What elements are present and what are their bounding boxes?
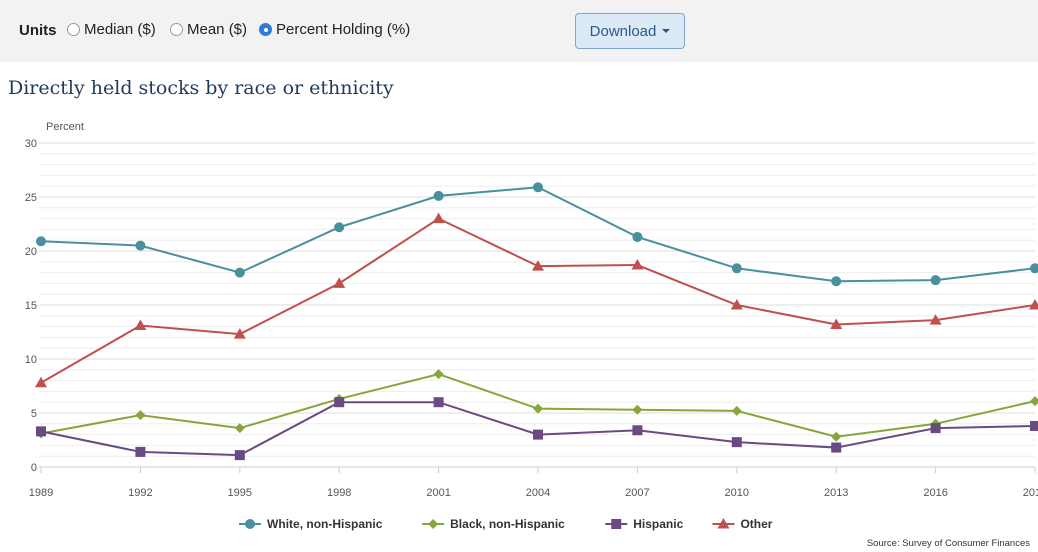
data-point-hispanic <box>930 423 941 434</box>
x-tick-label: 2004 <box>526 487 550 499</box>
legend-label-hispanic: Hispanic <box>633 517 683 531</box>
data-point-hispanic <box>632 425 643 436</box>
data-point-white-non-hispanic <box>632 231 643 242</box>
y-tick-label: 20 <box>25 246 37 258</box>
data-point-black-non-hispanic <box>831 431 842 442</box>
y-tick-label: 25 <box>25 192 37 204</box>
x-tick-label: 2019 <box>1023 487 1038 499</box>
caret-down-icon <box>662 29 671 33</box>
data-point-black-non-hispanic <box>1030 396 1038 407</box>
radio-label-percent-holding: Percent Holding (%) <box>276 21 411 38</box>
data-point-other <box>532 260 544 271</box>
data-point-black-non-hispanic <box>234 423 245 434</box>
series-line-other <box>40 217 1036 384</box>
y-tick-label: 30 <box>25 138 37 150</box>
units-radio-median[interactable]: Median ($) <box>67 21 156 38</box>
legend-marker-black-non-hispanic <box>428 519 439 529</box>
y-tick-label: 10 <box>25 354 37 366</box>
x-tick-label: 2010 <box>725 487 749 499</box>
x-tick-label: 2013 <box>824 487 848 499</box>
download-button[interactable]: Download <box>575 13 685 49</box>
data-point-other <box>730 299 743 310</box>
data-point-black-non-hispanic <box>135 410 146 421</box>
data-point-black-non-hispanic <box>731 405 742 416</box>
radio-label-mean: Mean ($) <box>187 21 248 38</box>
legend-marker-hispanic <box>611 519 622 529</box>
data-point-black-non-hispanic <box>533 403 543 414</box>
data-point-black-non-hispanic <box>433 369 444 380</box>
units-radio-mean[interactable]: Mean ($) <box>170 21 247 38</box>
legend-marker-other <box>717 518 730 529</box>
data-point-other <box>35 376 47 388</box>
data-point-black-non-hispanic <box>632 404 643 415</box>
legend-label-white-non-hispanic: White, non-Hispanic <box>267 517 383 531</box>
data-point-hispanic <box>533 429 543 440</box>
data-point-white-non-hispanic <box>334 222 345 233</box>
data-point-other <box>1029 299 1038 310</box>
radio-label-median: Median ($) <box>84 21 156 38</box>
y-tick-label: 0 <box>31 462 37 474</box>
data-point-other <box>929 314 942 325</box>
x-tick-label: 2001 <box>426 487 450 499</box>
data-point-other <box>233 328 246 339</box>
units-label: Units <box>19 22 57 39</box>
x-tick-label: 1992 <box>128 487 152 499</box>
data-point-white-non-hispanic <box>135 240 146 251</box>
data-point-white-non-hispanic <box>433 190 444 201</box>
data-point-hispanic <box>433 397 444 408</box>
y-tick-label: 15 <box>25 300 37 312</box>
download-button-label: Download <box>589 22 657 40</box>
data-point-other <box>134 319 147 331</box>
data-point-white-non-hispanic <box>731 263 742 274</box>
source-note: Source: Survey of Consumer Finances <box>866 538 1030 549</box>
units-radio-percent-holding[interactable]: Percent Holding (%) <box>259 21 410 38</box>
data-point-other <box>432 212 445 224</box>
data-point-hispanic <box>135 446 146 457</box>
x-tick-label: 2007 <box>625 487 649 499</box>
data-point-other <box>333 277 346 288</box>
x-tick-label: 1998 <box>327 487 351 499</box>
x-tick-label: 2016 <box>923 487 947 499</box>
data-point-hispanic <box>36 426 46 437</box>
data-point-white-non-hispanic <box>831 276 842 287</box>
data-point-other <box>631 259 644 270</box>
radio-icon[interactable] <box>170 23 183 36</box>
data-point-hispanic <box>831 442 842 453</box>
y-axis-label: Percent <box>46 121 84 133</box>
data-point-hispanic <box>234 450 245 461</box>
data-point-hispanic <box>731 437 742 448</box>
data-point-hispanic <box>1030 420 1038 431</box>
data-point-white-non-hispanic <box>36 236 46 247</box>
data-point-white-non-hispanic <box>234 267 245 278</box>
data-point-hispanic <box>334 397 345 408</box>
data-point-white-non-hispanic <box>533 182 543 193</box>
units-toolbar: Units Median ($) Mean ($) Percent Holdin… <box>0 0 1038 62</box>
data-point-white-non-hispanic <box>1030 263 1038 274</box>
data-point-white-non-hispanic <box>930 275 941 286</box>
radio-checked-icon[interactable] <box>259 23 272 36</box>
x-tick-label: 1989 <box>29 487 53 499</box>
legend-label-black-non-hispanic: Black, non-Hispanic <box>450 517 565 531</box>
legend-marker-white-non-hispanic <box>245 519 256 529</box>
y-tick-label: 5 <box>31 408 37 420</box>
data-point-other <box>830 318 843 329</box>
chart-title: Directly held stocks by race or ethnicit… <box>8 77 394 99</box>
radio-icon[interactable] <box>67 23 80 36</box>
legend-label-other: Other <box>740 517 772 531</box>
x-tick-label: 1995 <box>228 487 252 499</box>
